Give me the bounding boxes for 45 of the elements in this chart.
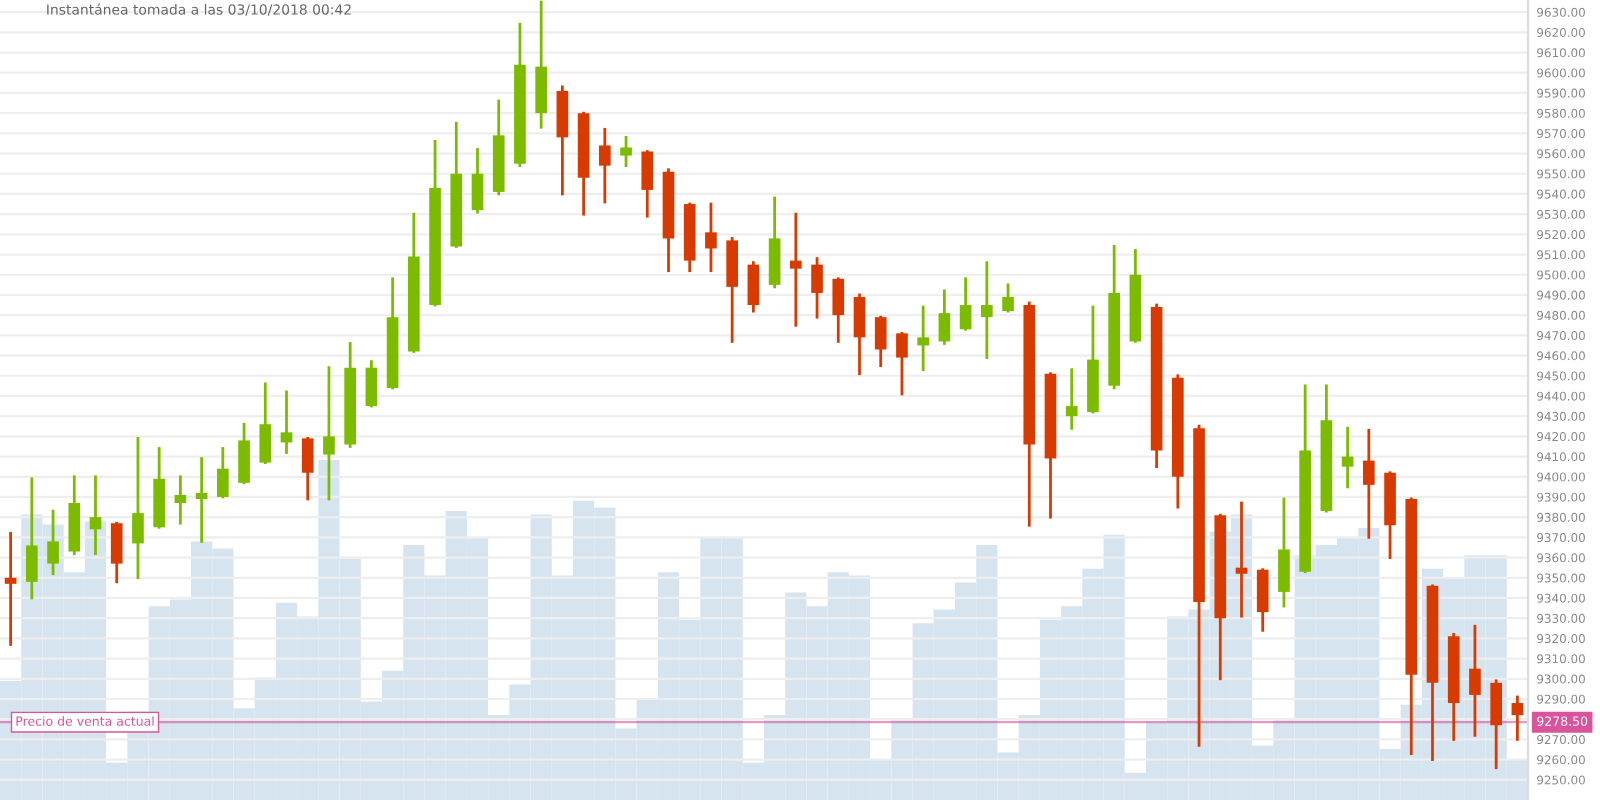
candlestick — [365, 360, 378, 408]
candlestick — [217, 447, 229, 499]
candlestick — [1256, 568, 1269, 632]
candlestick — [959, 277, 972, 331]
candlestick — [896, 331, 908, 396]
candlestick — [832, 277, 845, 343]
candlestick — [811, 257, 823, 319]
candlestick — [259, 382, 272, 465]
candlestick — [323, 366, 335, 501]
candlestick — [1341, 426, 1354, 489]
candlestick — [47, 509, 59, 576]
candlestick — [1363, 428, 1375, 539]
candlestick — [4, 531, 17, 646]
candlestick — [1511, 695, 1524, 741]
candlestick — [641, 150, 654, 218]
candlestick — [556, 85, 569, 196]
candlestick — [26, 477, 38, 600]
candlestick — [705, 202, 717, 273]
candlestick — [195, 457, 208, 543]
candlestick — [1490, 679, 1502, 770]
candlestick — [471, 148, 484, 214]
candlestick — [238, 422, 250, 485]
candlestick — [174, 475, 187, 525]
candlestick — [790, 212, 802, 327]
candlestick — [280, 390, 293, 454]
candlestick — [1065, 368, 1078, 430]
candlestick — [1002, 283, 1014, 313]
candlestick — [938, 289, 951, 345]
candlestick — [535, 0, 547, 129]
candlestick — [981, 261, 993, 359]
candlestick — [853, 293, 866, 376]
candlestick — [89, 475, 102, 555]
candlestick — [301, 436, 314, 501]
candlestick — [747, 261, 760, 313]
candlestick — [1278, 497, 1290, 608]
candlestick — [917, 305, 929, 372]
candlestick — [1469, 624, 1481, 737]
candlestick — [132, 436, 144, 580]
candlestick — [599, 127, 611, 204]
candlestick — [110, 521, 123, 584]
candlestick — [620, 135, 632, 168]
candlestick — [1235, 501, 1248, 618]
candlestick — [726, 236, 738, 343]
candlestick — [874, 315, 887, 368]
candlestick — [768, 196, 781, 289]
